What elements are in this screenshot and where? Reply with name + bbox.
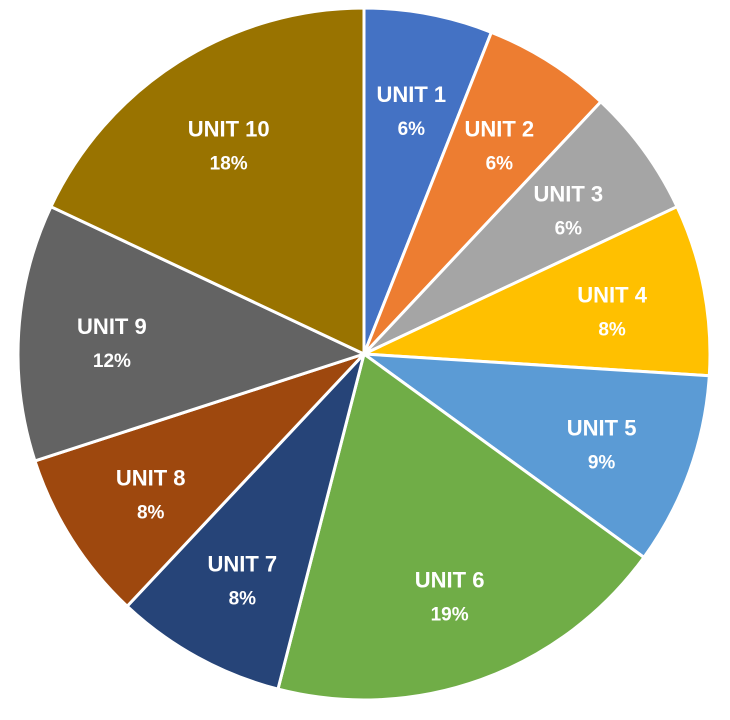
pie-slice-unit-10 — [49, 6, 366, 356]
pie-slice-unit-1 — [362, 6, 493, 356]
slice-label-name: UNIT 10 — [188, 117, 270, 142]
slice-label-percent: 9% — [588, 453, 616, 474]
pie-slice-unit-9 — [16, 205, 366, 463]
slice-label-percent: 6% — [555, 219, 583, 240]
slice-label-name: UNIT 1 — [376, 82, 446, 107]
slice-label-name: UNIT 8 — [116, 465, 186, 490]
pie-slice-unit-8 — [33, 352, 366, 608]
pie-slices — [16, 6, 712, 702]
slice-label-percent: 6% — [486, 154, 514, 175]
slice-label-percent: 8% — [229, 588, 257, 609]
pie-slice-unit-5 — [362, 352, 711, 559]
slice-label-percent: 18% — [210, 154, 248, 175]
slice-label-name: UNIT 3 — [533, 182, 603, 207]
slice-label-name: UNIT 2 — [464, 117, 534, 142]
slice-label-name: UNIT 9 — [77, 314, 147, 339]
slice-label-name: UNIT 5 — [567, 416, 637, 441]
slice-label-percent: 8% — [137, 502, 165, 523]
slice-label-percent: 8% — [598, 320, 626, 341]
pie-slice-unit-4 — [362, 205, 712, 378]
pie-slice-unit-7 — [125, 352, 366, 691]
slice-label-name: UNIT 7 — [207, 551, 277, 576]
slice-label-percent: 12% — [93, 351, 131, 372]
pie-labels: UNIT 1 6% UNIT 2 6% UNIT 3 6% UNIT 4 8% UNIT 5 9%… — [77, 82, 648, 626]
pie-slice-unit-6 — [276, 352, 646, 702]
slice-label-name: UNIT 6 — [415, 568, 485, 593]
pie-slice-unit-3 — [362, 100, 679, 356]
pie-slice-unit-2 — [362, 30, 603, 356]
slice-label-percent: 19% — [431, 605, 469, 626]
slice-label-name: UNIT 4 — [577, 283, 647, 308]
slice-label-percent: 6% — [398, 119, 426, 140]
